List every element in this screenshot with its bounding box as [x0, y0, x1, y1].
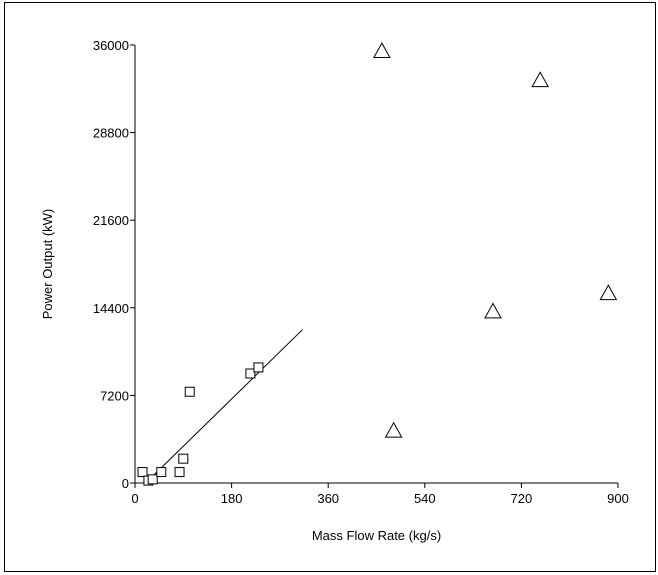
fit-line — [145, 329, 303, 484]
data-points — [137, 42, 618, 486]
axes — [134, 45, 618, 484]
data-point-triangle — [373, 42, 391, 58]
x-tick-label: 360 — [317, 491, 339, 506]
y-tick-label: 21600 — [93, 213, 129, 228]
y-tick-label: 7200 — [100, 388, 129, 403]
data-point-square — [156, 467, 167, 478]
series-triangle-markers — [373, 42, 618, 438]
x-tick-label: 540 — [414, 491, 436, 506]
data-point-square — [147, 474, 158, 485]
y-axis-title: Power Output (kW) — [40, 209, 55, 320]
data-point-square — [174, 467, 185, 478]
data-point-square — [178, 453, 189, 464]
chart-frame — [4, 2, 656, 572]
y-tick-label: 0 — [122, 476, 129, 491]
x-ticks: 0 180 360 540 720 900 — [131, 483, 629, 506]
data-point-triangle — [599, 284, 618, 301]
x-tick-label: 0 — [131, 491, 138, 506]
data-point-triangle — [384, 421, 403, 438]
x-tick-label: 180 — [221, 491, 243, 506]
x-tick-label: 720 — [511, 491, 533, 506]
fit-lines — [145, 329, 303, 484]
data-point-square — [253, 362, 264, 373]
data-point-triangle — [484, 302, 502, 319]
x-tick-label: 900 — [607, 491, 629, 506]
y-tick-label: 14400 — [93, 301, 129, 316]
y-tick-label: 36000 — [93, 38, 129, 53]
data-point-square — [184, 386, 195, 397]
data-point-triangle — [531, 71, 550, 88]
data-point-square — [137, 467, 148, 478]
data-point-square — [245, 368, 256, 379]
x-axis-title: Mass Flow Rate (kg/s) — [312, 528, 441, 543]
series-square-markers — [137, 362, 264, 486]
y-ticks: 0 7200 14400 21600 28800 36000 — [93, 38, 135, 491]
y-tick-label: 28800 — [93, 126, 129, 141]
